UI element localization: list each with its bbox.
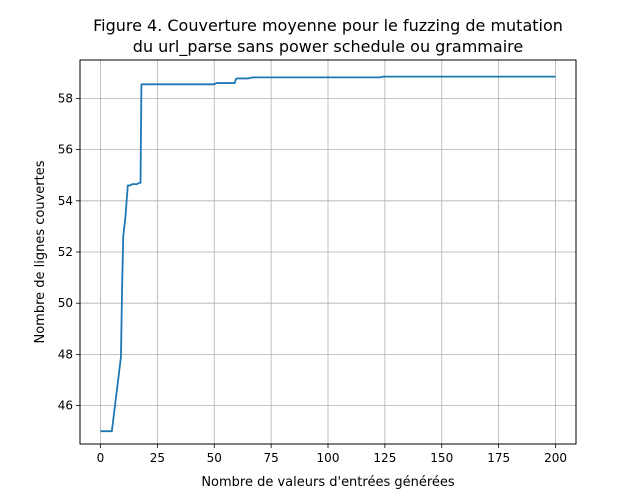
chart-title-line-2: du url_parse sans power schedule ou gram… [133, 37, 523, 57]
ticks: 0 25 50 75 100 125 150 175 200 46 48 50 52 54 56 58 [58, 91, 567, 465]
series [100, 75, 556, 433]
y-tick-label: 54 [58, 194, 73, 208]
x-tick-label: 200 [544, 451, 567, 465]
x-axis-label: Nombre de valeurs d'entrées générées [201, 475, 455, 490]
x-tick-label: 150 [430, 451, 453, 465]
chart-title-line-1: Figure 4. Couverture moyenne pour le fuz… [93, 16, 563, 35]
x-tick-label: 75 [263, 451, 278, 465]
y-tick-label: 58 [58, 91, 73, 105]
y-tick-label: 56 [58, 143, 73, 157]
series-line-0 [100, 75, 556, 433]
y-tick-label: 46 [58, 399, 73, 413]
y-tick-label: 50 [58, 296, 73, 310]
x-tick-label: 50 [207, 451, 222, 465]
y-tick-label: 48 [58, 347, 73, 361]
y-tick-label: 52 [58, 245, 73, 259]
plot-frame [79, 59, 577, 445]
grid [80, 60, 576, 444]
x-tick-label: 0 [97, 451, 105, 465]
x-tick-label: 175 [487, 451, 510, 465]
x-tick-label: 125 [373, 451, 396, 465]
y-axis-label: Nombre de lignes couvertes [33, 160, 48, 343]
x-tick-label: 100 [317, 451, 340, 465]
x-tick-label: 25 [150, 451, 165, 465]
